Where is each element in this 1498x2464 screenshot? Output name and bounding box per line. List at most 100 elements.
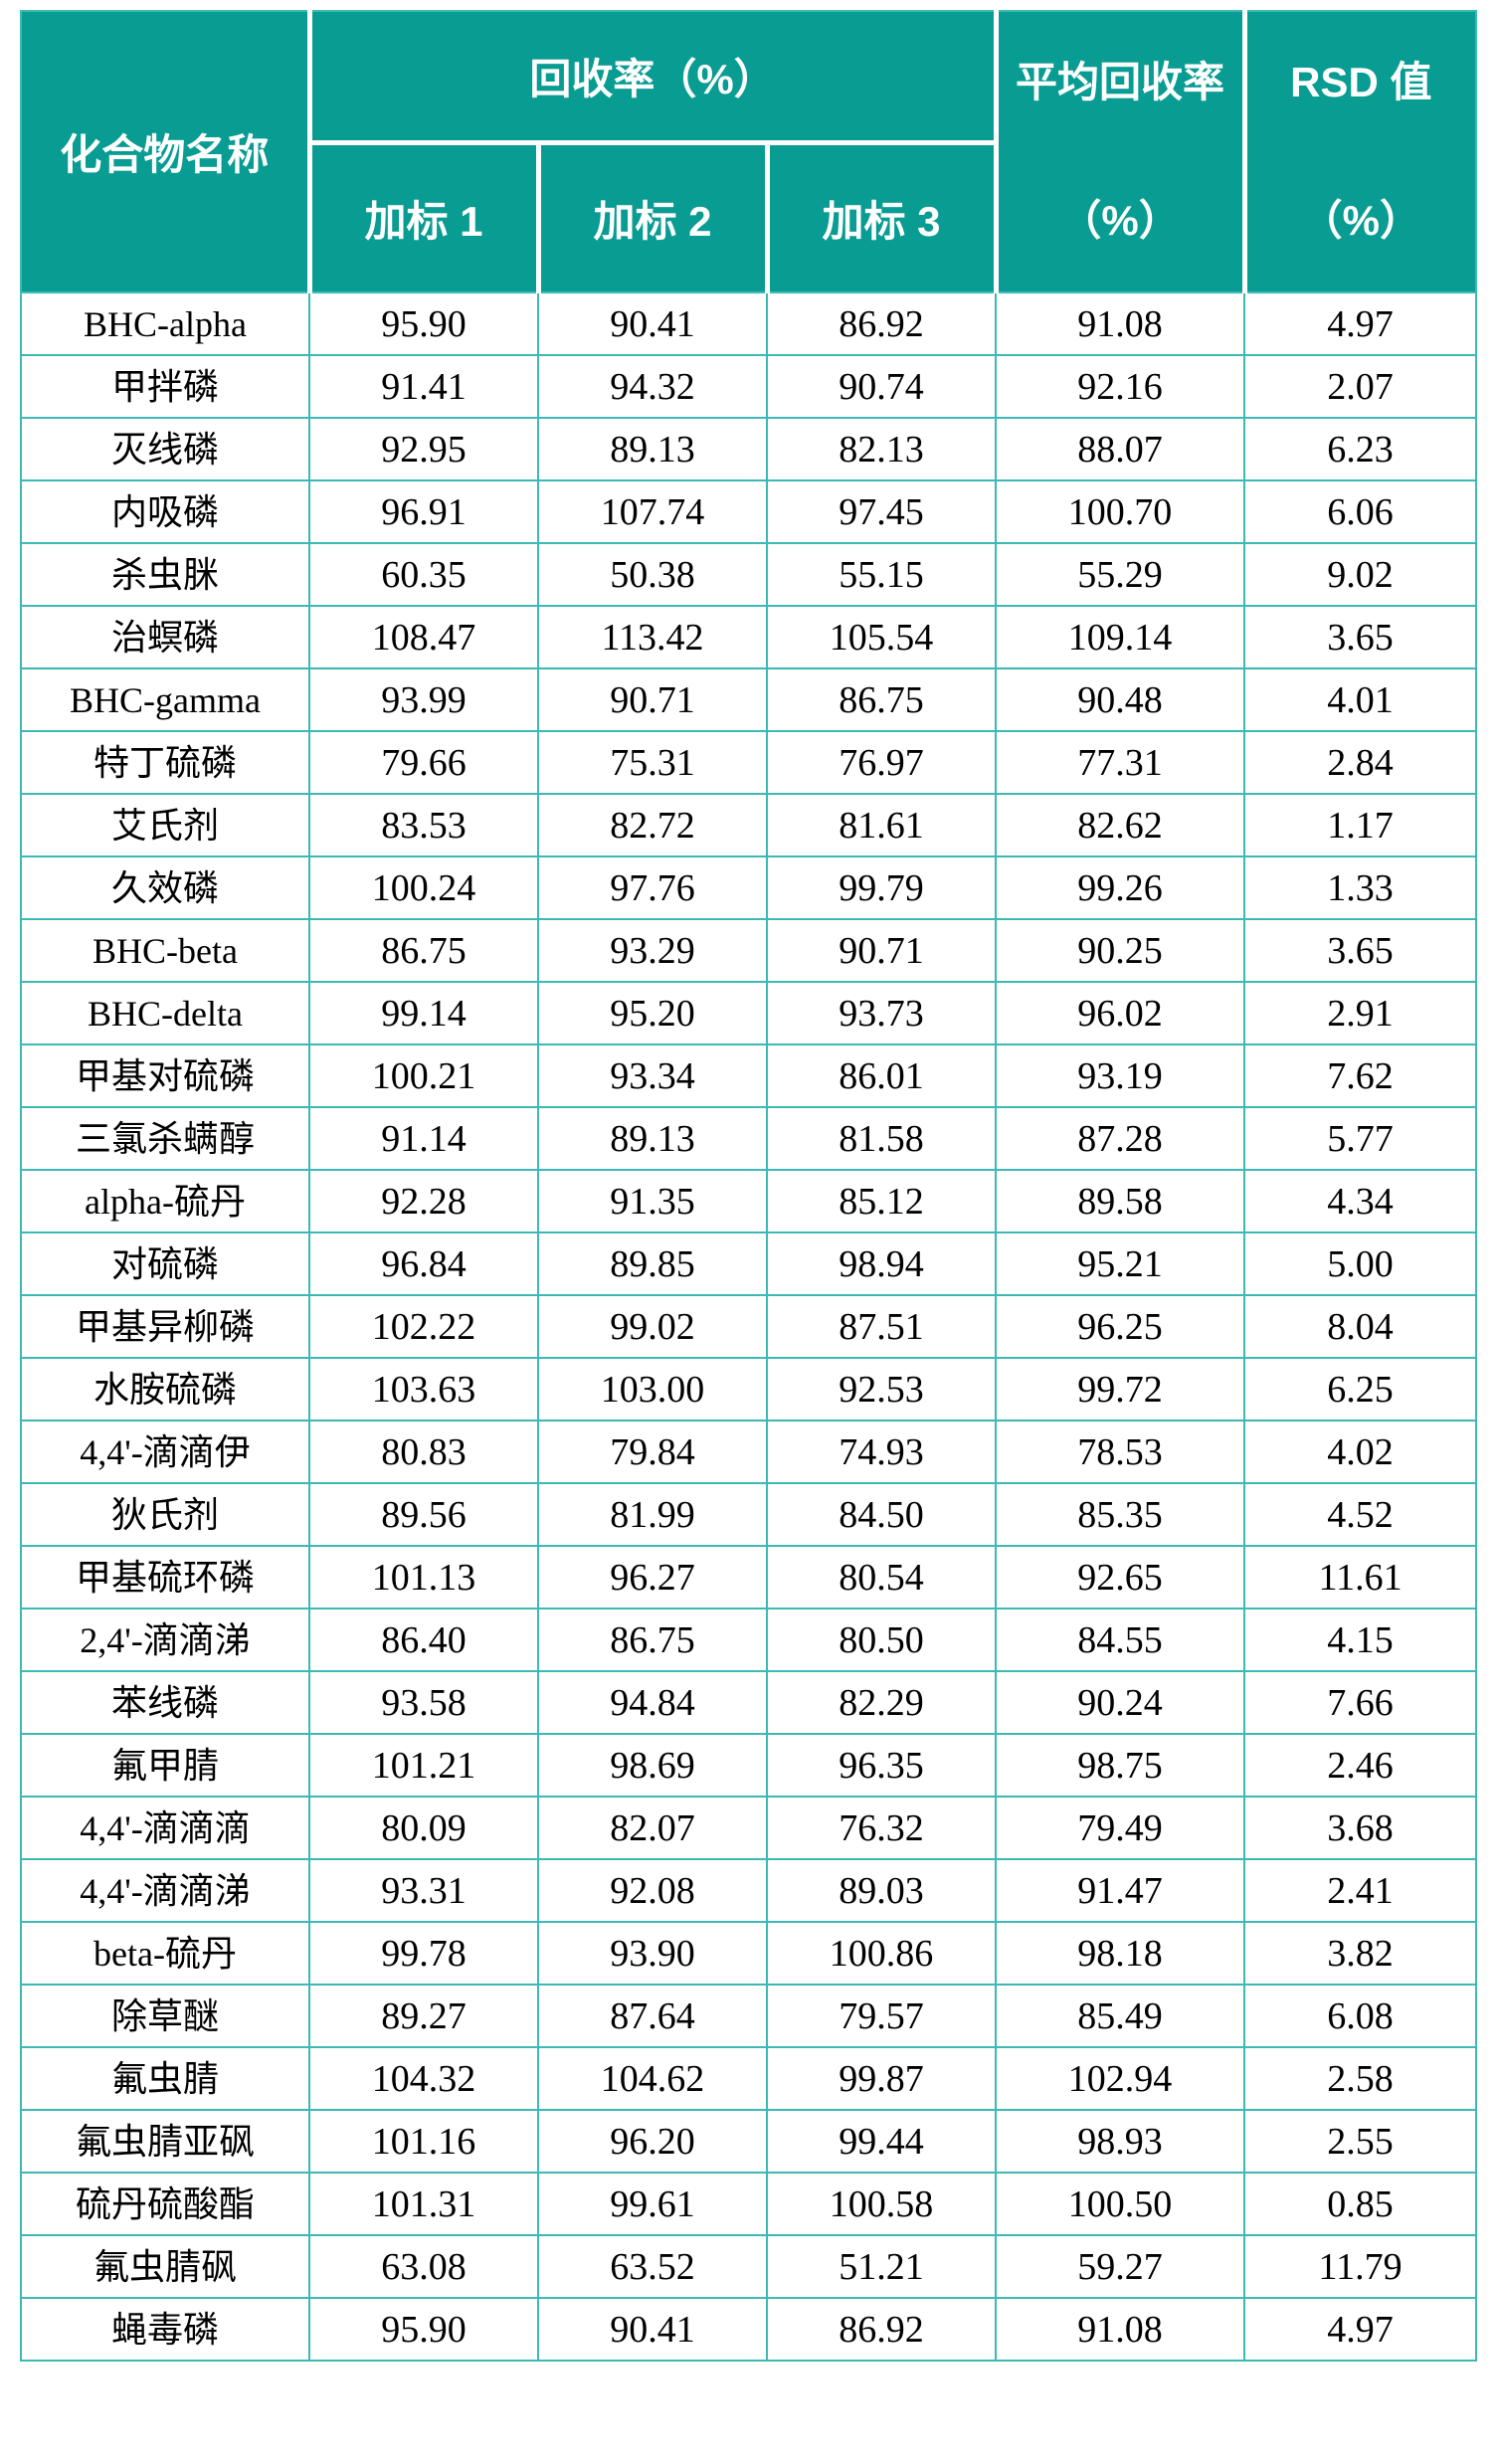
value-cell: 5.77 — [1243, 1106, 1478, 1171]
value-cell: 83.53 — [308, 793, 539, 857]
value-cell: 63.52 — [537, 2234, 768, 2299]
value-cell: 80.50 — [765, 1608, 998, 1672]
value-cell: 97.45 — [765, 479, 998, 544]
value-cell: 4.02 — [1243, 1420, 1478, 1484]
value-cell: 3.65 — [1243, 918, 1478, 983]
compound-name-cell: BHC-beta — [20, 918, 310, 983]
value-cell: 102.94 — [995, 2046, 1246, 2111]
value-cell: 90.41 — [537, 291, 768, 356]
value-cell: 77.31 — [995, 730, 1246, 795]
value-cell: 100.58 — [765, 2172, 998, 2236]
compound-name-cell: 三氯杀螨醇 — [20, 1106, 310, 1171]
compound-name-cell: 内吸磷 — [20, 479, 310, 544]
value-cell: 93.90 — [537, 1921, 768, 1986]
value-cell: 105.54 — [765, 605, 998, 669]
value-cell: 98.69 — [537, 1733, 768, 1798]
value-cell: 50.38 — [537, 542, 768, 607]
value-cell: 91.14 — [308, 1106, 539, 1171]
value-cell: 99.87 — [765, 2046, 998, 2111]
value-cell: 93.34 — [537, 1043, 768, 1108]
value-cell: 90.48 — [995, 667, 1246, 732]
value-cell: 7.66 — [1243, 1670, 1478, 1735]
value-cell: 81.61 — [765, 793, 998, 857]
value-cell: 101.16 — [308, 2109, 539, 2174]
compound-name-cell: 水胺硫磷 — [20, 1357, 310, 1422]
header-rsd-value: RSD 值 （%） — [1241, 11, 1477, 292]
value-cell: 91.35 — [537, 1169, 768, 1233]
value-cell: 3.68 — [1243, 1796, 1478, 1860]
compound-name-cell: 甲基硫环磷 — [20, 1545, 310, 1610]
header-average-recovery-line1: 平均回收率 — [1016, 59, 1225, 105]
value-cell: 100.86 — [765, 1921, 998, 1986]
table-row: 对硫磷 96.84 89.85 98.94 95.21 5.00 — [20, 1232, 1478, 1296]
table-row: 氟虫腈亚砜 101.16 96.20 99.44 98.93 2.55 — [20, 2109, 1478, 2174]
value-cell: 7.62 — [1243, 1043, 1478, 1108]
table-body: BHC-alpha 95.90 90.41 86.92 91.08 4.97 甲拌磷 91.4… — [20, 291, 1478, 2362]
table-row: 水胺硫磷 103.63 103.00 92.53 99.72 6.25 — [20, 1357, 1478, 1422]
table-row: 氟甲腈 101.21 98.69 96.35 98.75 2.46 — [20, 1733, 1478, 1798]
table-row: 4,4'-滴滴涕 93.31 92.08 89.03 91.47 2.41 — [20, 1858, 1478, 1923]
value-cell: 100.24 — [308, 855, 539, 920]
value-cell: 97.76 — [537, 855, 768, 920]
table-row: 氟虫腈 104.32 104.62 99.87 102.94 2.58 — [20, 2046, 1478, 2111]
table-row: 氟虫腈砜 63.08 63.52 51.21 59.27 11.79 — [20, 2234, 1478, 2299]
value-cell: 88.07 — [995, 417, 1246, 481]
compound-name-cell: 甲拌磷 — [20, 354, 310, 419]
value-cell: 85.49 — [995, 1984, 1246, 2048]
compound-name-cell: 除草醚 — [20, 1984, 310, 2048]
compound-name-cell: 灭线磷 — [20, 417, 310, 481]
value-cell: 9.02 — [1243, 542, 1478, 607]
compound-name-cell: 治螟磷 — [20, 605, 310, 669]
value-cell: 5.00 — [1243, 1232, 1478, 1296]
value-cell: 86.92 — [765, 2297, 998, 2362]
value-cell: 76.97 — [765, 730, 998, 795]
value-cell: 85.35 — [995, 1482, 1246, 1547]
value-cell: 0.85 — [1243, 2172, 1478, 2236]
value-cell: 86.75 — [765, 667, 998, 732]
table-row: 杀虫脒 60.35 50.38 55.15 55.29 9.02 — [20, 542, 1478, 607]
value-cell: 98.18 — [995, 1921, 1246, 1986]
value-cell: 103.00 — [537, 1357, 768, 1422]
compound-name-cell: 氟甲腈 — [20, 1733, 310, 1798]
value-cell: 92.08 — [537, 1858, 768, 1923]
value-cell: 86.01 — [765, 1043, 998, 1108]
value-cell: 91.47 — [995, 1858, 1246, 1923]
value-cell: 99.02 — [537, 1294, 768, 1359]
value-cell: 96.27 — [537, 1545, 768, 1610]
table-row: 4,4'-滴滴滴 80.09 82.07 76.32 79.49 3.68 — [20, 1796, 1478, 1860]
value-cell: 4.97 — [1243, 2297, 1478, 2362]
value-cell: 75.31 — [537, 730, 768, 795]
value-cell: 1.33 — [1243, 855, 1478, 920]
value-cell: 4.34 — [1243, 1169, 1478, 1233]
value-cell: 89.13 — [537, 417, 768, 481]
value-cell: 98.94 — [765, 1232, 998, 1296]
table-row: BHC-beta 86.75 93.29 90.71 90.25 3.65 — [20, 918, 1478, 983]
value-cell: 79.84 — [537, 1420, 768, 1484]
value-cell: 96.84 — [308, 1232, 539, 1296]
compound-name-cell: 4,4'-滴滴涕 — [20, 1858, 310, 1923]
compound-name-cell: 硫丹硫酸酯 — [20, 2172, 310, 2236]
value-cell: 86.40 — [308, 1608, 539, 1672]
value-cell: 99.26 — [995, 855, 1246, 920]
value-cell: 2.58 — [1243, 2046, 1478, 2111]
value-cell: 81.99 — [537, 1482, 768, 1547]
value-cell: 113.42 — [537, 605, 768, 669]
value-cell: 93.99 — [308, 667, 539, 732]
compound-name-cell: 氟虫腈亚砜 — [20, 2109, 310, 2174]
value-cell: 96.25 — [995, 1294, 1246, 1359]
value-cell: 92.28 — [308, 1169, 539, 1233]
value-cell: 99.61 — [537, 2172, 768, 2236]
value-cell: 11.79 — [1243, 2234, 1478, 2299]
compound-name-cell: 甲基对硫磷 — [20, 1043, 310, 1108]
compound-name-cell: 狄氏剂 — [20, 1482, 310, 1547]
value-cell: 86.75 — [308, 918, 539, 983]
value-cell: 6.06 — [1243, 479, 1478, 544]
value-cell: 79.57 — [765, 1984, 998, 2048]
compound-name-cell: BHC-delta — [20, 981, 310, 1045]
value-cell: 95.20 — [537, 981, 768, 1045]
header-rsd-value-line2: （%） — [1300, 197, 1421, 244]
table-row: 甲拌磷 91.41 94.32 90.74 92.16 2.07 — [20, 354, 1478, 419]
value-cell: 6.25 — [1243, 1357, 1478, 1422]
value-cell: 4.52 — [1243, 1482, 1478, 1547]
compound-name-cell: 4,4'-滴滴伊 — [20, 1420, 310, 1484]
